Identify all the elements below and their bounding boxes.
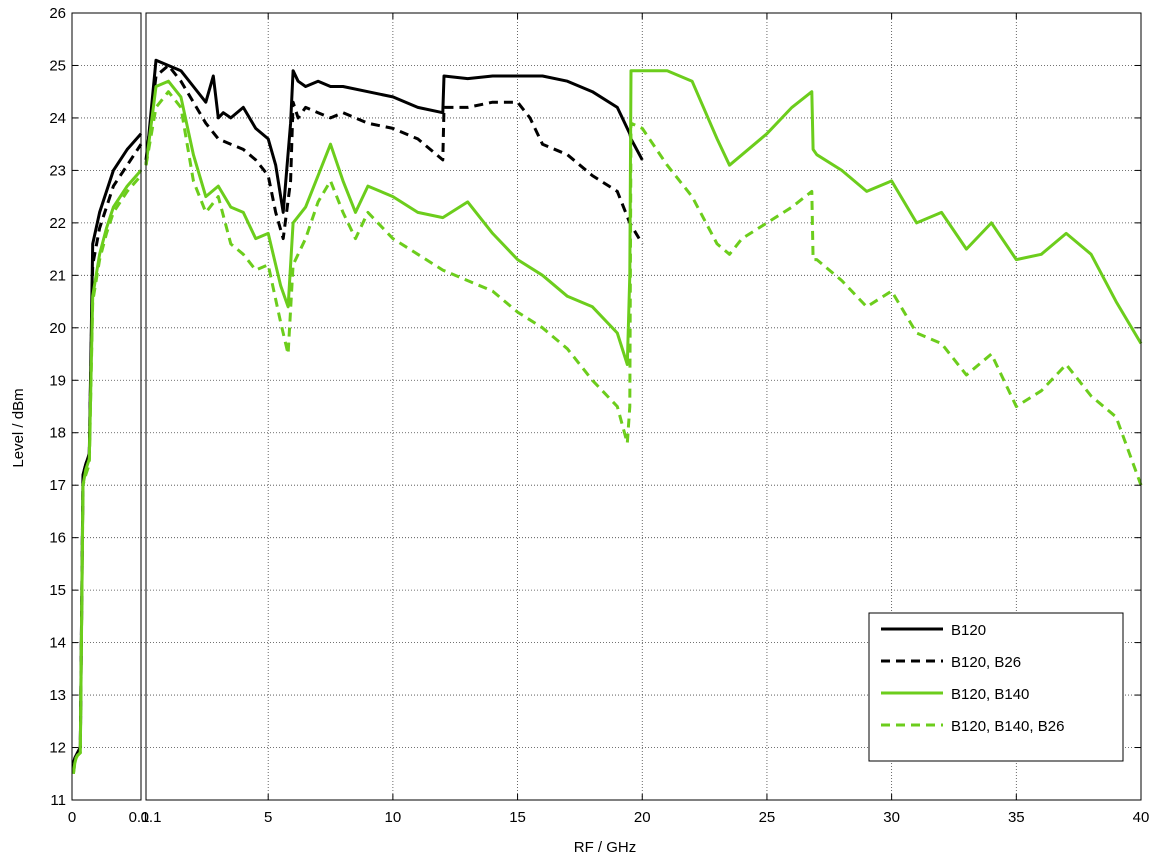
axes-box-right — [145, 12, 1142, 801]
y-tick-label: 18 — [49, 425, 66, 442]
x-tick-label: 25 — [759, 809, 776, 826]
legend-label: B120, B140 — [951, 686, 1029, 703]
x-axis-label: RF / GHz — [574, 839, 637, 856]
y-tick-label: 25 — [49, 57, 66, 74]
x-tick-label: 15 — [509, 809, 526, 826]
legend-label: B120, B140, B26 — [951, 718, 1064, 735]
x-tick-label: 40 — [1133, 809, 1150, 826]
legend: B120 B120, B26 B120, B140 B120, B140, B26 — [868, 612, 1124, 762]
y-tick-label: 11 — [50, 792, 66, 809]
y-tick-label: 13 — [49, 687, 66, 704]
series-layer — [71, 58, 1143, 774]
series-line-high-1 — [144, 64, 644, 245]
axes-box-left — [71, 12, 142, 801]
y-tick-label: 24 — [49, 110, 66, 127]
y-tick-label: 15 — [49, 582, 66, 599]
y-tick-label: 12 — [49, 740, 66, 757]
x-tick-label: 0.1 — [129, 809, 150, 826]
grid-layer — [72, 13, 1141, 800]
y-tick-label: 23 — [49, 162, 66, 179]
series-line-high-2 — [144, 69, 1143, 366]
y-tick-label: 19 — [49, 372, 66, 389]
y-tick-label: 26 — [49, 5, 66, 22]
y-tick-label: 17 — [49, 477, 66, 494]
x-tick-label: 30 — [883, 809, 900, 826]
series-line-high-0 — [144, 58, 644, 214]
x-tick-label: 5 — [264, 809, 272, 826]
y-tick-label: 22 — [49, 215, 66, 232]
legend-label: B120 — [951, 622, 986, 639]
x-tick-label: 10 — [385, 809, 402, 826]
y-axis-label: Level / dBm — [10, 388, 27, 467]
x-tick-label: 0.1 — [141, 809, 162, 826]
legend-box — [868, 612, 1124, 762]
series-line-low-1 — [71, 143, 143, 769]
legend-label: B120, B26 — [951, 654, 1021, 671]
series-line-low-3 — [71, 174, 143, 774]
y-tick-label: 16 — [49, 530, 66, 547]
tick-layer: 11 12 13 14 15 16 17 18 19 20 21 22 23 24 25 26 0 0.10.1 5… — [49, 5, 1149, 826]
series-line-high-3 — [144, 90, 1143, 486]
x-tick-label: 0 — [68, 809, 76, 826]
y-tick-label: 14 — [49, 635, 66, 652]
y-tick-label: 20 — [49, 320, 66, 337]
axes-layer — [71, 12, 1142, 801]
y-tick-label: 21 — [49, 267, 66, 284]
x-tick-label: 35 — [1008, 809, 1025, 826]
x-tick-label: 20 — [634, 809, 651, 826]
